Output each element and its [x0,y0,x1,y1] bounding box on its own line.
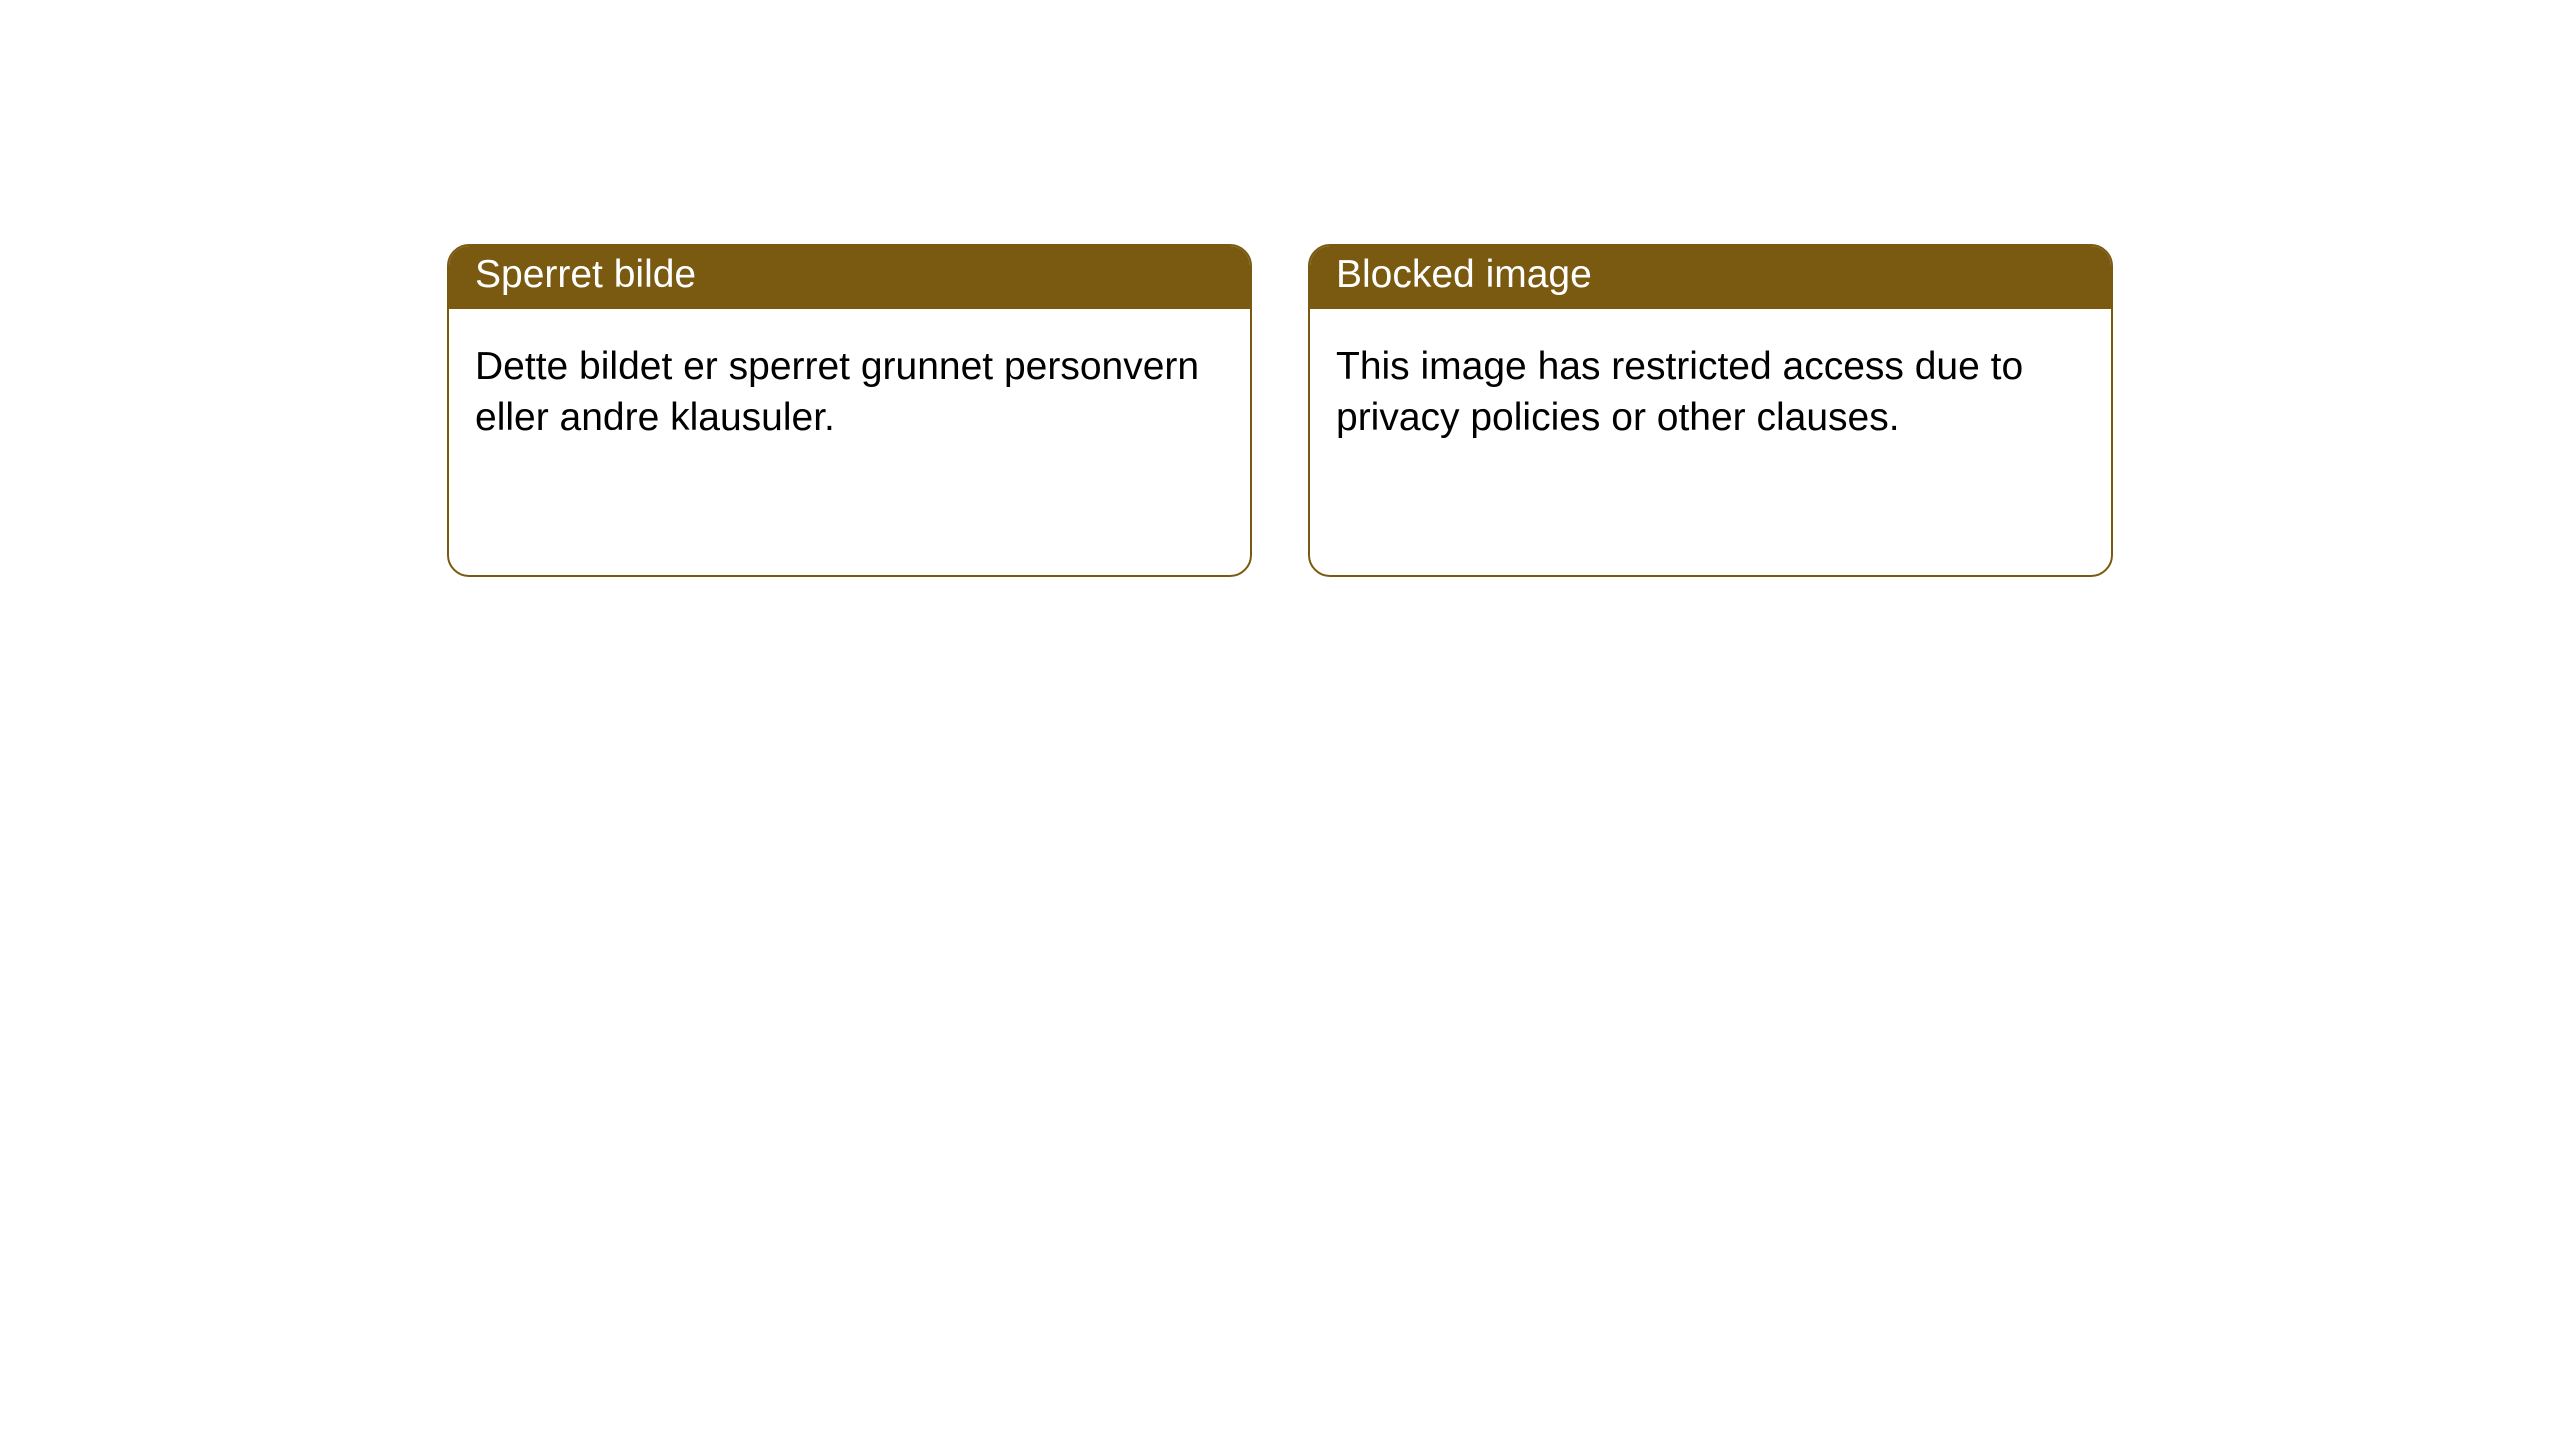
notice-cards-container: Sperret bilde Dette bildet er sperret gr… [0,0,2560,577]
blocked-image-card-no: Sperret bilde Dette bildet er sperret gr… [447,244,1252,577]
card-body-en: This image has restricted access due to … [1310,309,2111,476]
card-body-no: Dette bildet er sperret grunnet personve… [449,309,1250,476]
card-title-no: Sperret bilde [449,246,1250,309]
card-title-en: Blocked image [1310,246,2111,309]
blocked-image-card-en: Blocked image This image has restricted … [1308,244,2113,577]
